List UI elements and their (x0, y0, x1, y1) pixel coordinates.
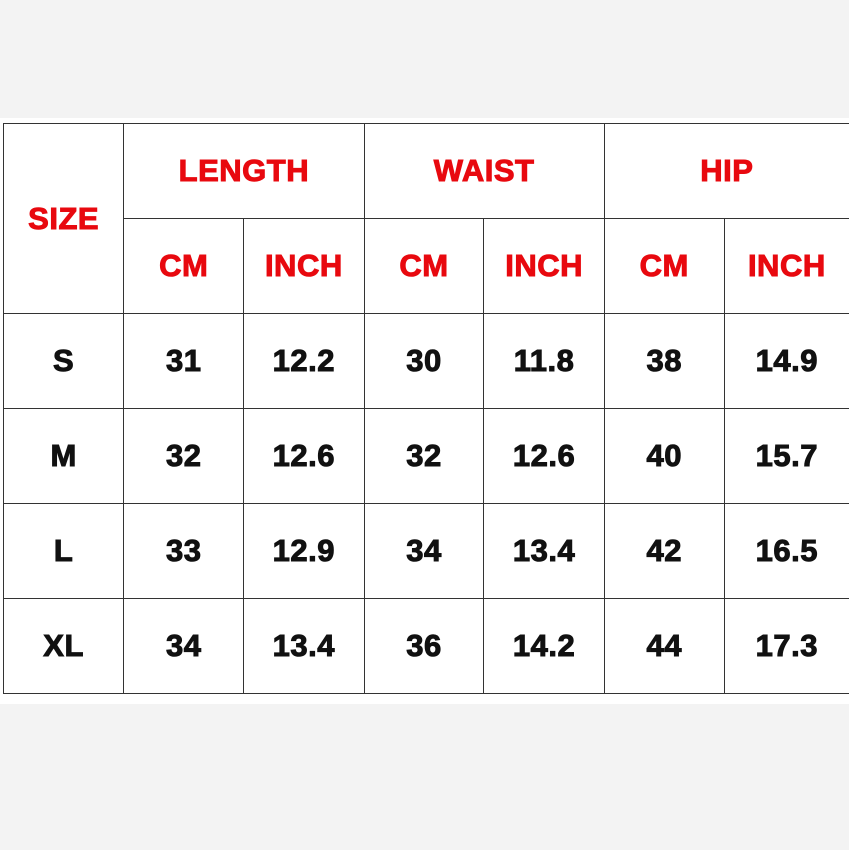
unit-header: CM (363, 218, 485, 314)
value-cell: 34 (123, 598, 245, 694)
unit-header: INCH (483, 218, 605, 314)
table-row: M 32 12.6 32 12.6 40 15.7 (2, 408, 849, 504)
size-header: SIZE (2, 123, 125, 314)
value-cell: 13.4 (483, 503, 605, 599)
value-cell: 12.9 (243, 503, 365, 599)
size-chart-table: SIZE LENGTH WAIST HIP CM INCH CM INCH CM… (2, 123, 849, 694)
value-cell: 16.5 (723, 503, 849, 599)
value-cell: 12.2 (243, 313, 365, 409)
table-row: S 31 12.2 30 11.8 38 14.9 (2, 313, 849, 409)
size-cell: M (2, 408, 125, 504)
value-cell: 32 (363, 408, 485, 504)
length-header: LENGTH (123, 123, 365, 219)
value-cell: 34 (363, 503, 485, 599)
header-row-groups: SIZE LENGTH WAIST HIP (2, 123, 849, 314)
table-row: XL 34 13.4 36 14.2 44 17.3 (2, 598, 849, 694)
value-cell: 44 (603, 598, 725, 694)
unit-header: INCH (723, 218, 849, 314)
hip-header: HIP (603, 123, 849, 219)
unit-header: CM (603, 218, 725, 314)
value-cell: 33 (123, 503, 245, 599)
unit-header: INCH (243, 218, 365, 314)
value-cell: 36 (363, 598, 485, 694)
waist-header: WAIST (363, 123, 605, 219)
value-cell: 13.4 (243, 598, 365, 694)
value-cell: 38 (603, 313, 725, 409)
size-cell: S (2, 313, 125, 409)
value-cell: 11.8 (483, 313, 605, 409)
unit-header: CM (123, 218, 245, 314)
value-cell: 12.6 (243, 408, 365, 504)
value-cell: 40 (603, 408, 725, 504)
table-row: L 33 12.9 34 13.4 42 16.5 (2, 503, 849, 599)
size-cell: L (2, 503, 125, 599)
value-cell: 12.6 (483, 408, 605, 504)
size-cell: XL (2, 598, 125, 694)
value-cell: 15.7 (723, 408, 849, 504)
header-row-units: CM INCH CM INCH CM INCH (4, 218, 849, 314)
value-cell: 42 (603, 503, 725, 599)
value-cell: 14.9 (723, 313, 849, 409)
value-cell: 31 (123, 313, 245, 409)
value-cell: 14.2 (483, 598, 605, 694)
value-cell: 30 (363, 313, 485, 409)
value-cell: 32 (123, 408, 245, 504)
value-cell: 17.3 (723, 598, 849, 694)
